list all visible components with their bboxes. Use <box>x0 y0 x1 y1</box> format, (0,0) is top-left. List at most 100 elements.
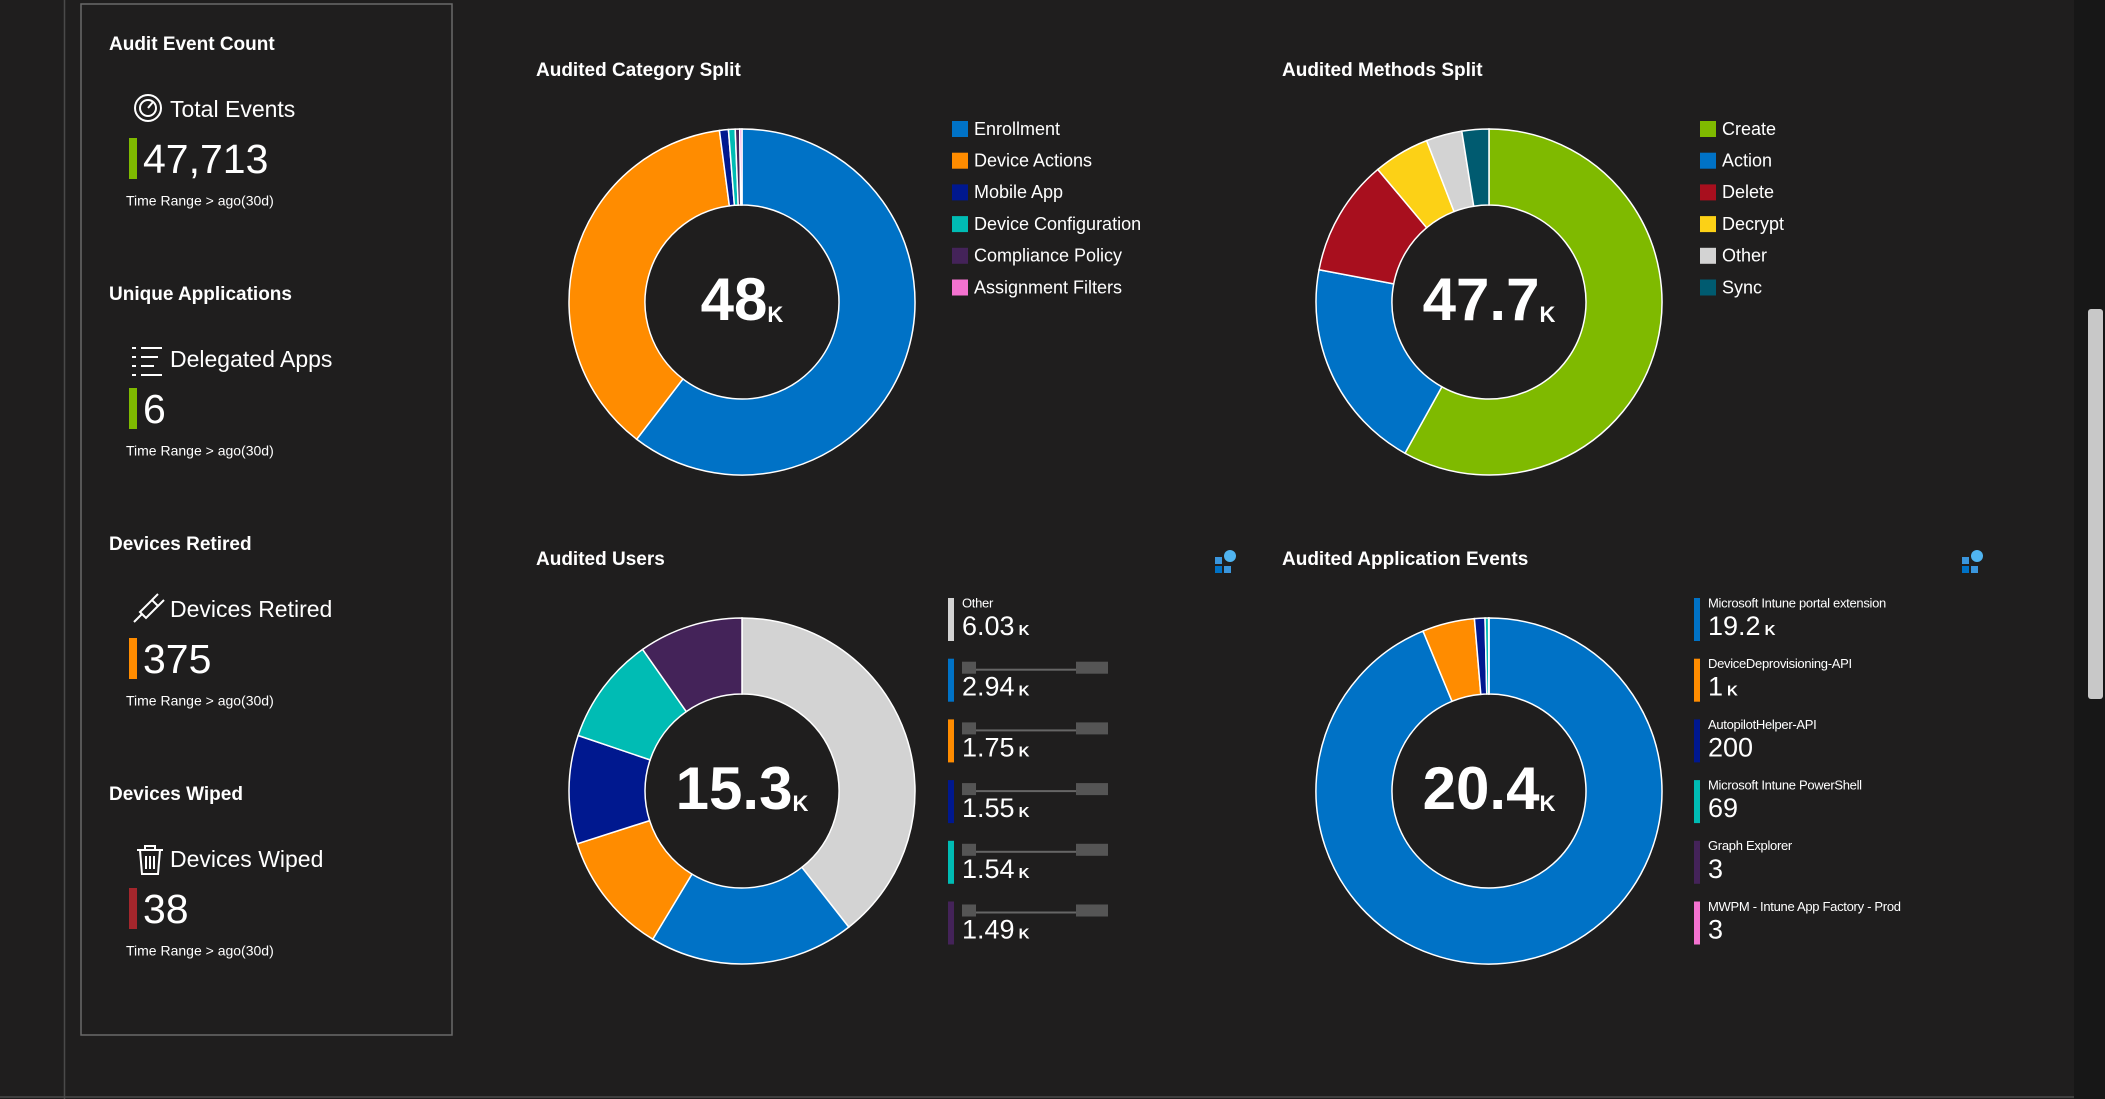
legend-bar <box>1694 658 1700 702</box>
legend-bar <box>1694 719 1700 763</box>
legend-value: 1.75 K <box>962 733 1030 763</box>
chart-insights-icon[interactable] <box>1215 550 1236 573</box>
legend-label: Mobile App <box>974 182 1063 202</box>
legend-swatch <box>1700 279 1716 296</box>
legend-bar <box>948 840 954 884</box>
donut-center-label: 47.7K <box>1423 266 1556 333</box>
legend-value: 3 <box>1708 915 1723 945</box>
legend-swatch <box>952 247 968 264</box>
legend-value-unit: K <box>1019 925 1030 942</box>
legend-value-number: 200 <box>1708 733 1753 763</box>
legend-label: Device Actions <box>974 150 1092 170</box>
legend-label: Compliance Policy <box>974 246 1122 266</box>
legend-label: Sync <box>1722 277 1762 297</box>
tile-range: Time Range > ago(30d) <box>126 193 274 209</box>
legend-swatch <box>952 279 968 296</box>
tile-range: Time Range > ago(30d) <box>126 443 274 459</box>
legend-value: 19.2 K <box>1708 611 1776 641</box>
legend-name: Other <box>962 595 994 610</box>
tile-heading: Devices Wiped <box>109 784 243 805</box>
donut-slice <box>741 617 916 929</box>
tile-heading: Devices Retired <box>109 534 252 555</box>
donut-slice <box>738 128 743 206</box>
legend-bar <box>948 719 954 763</box>
legend-value: 1.54 K <box>962 854 1030 884</box>
tile-label: Delegated Apps <box>170 346 332 372</box>
tile-value: 47,713 <box>143 136 268 182</box>
legend-label: Decrypt <box>1722 214 1784 234</box>
legend-value-unit: K <box>1019 622 1030 639</box>
center-value: 48 <box>701 266 768 333</box>
center-value: 15.3 <box>676 755 793 822</box>
legend-value: 69 <box>1708 793 1738 823</box>
redacted-name <box>1076 904 1108 917</box>
legend-name: AutopilotHelper-API <box>1708 717 1816 732</box>
donut-slice <box>1403 128 1663 476</box>
tile-heading: Audit Event Count <box>109 34 275 55</box>
donut-slice <box>641 617 743 713</box>
legend-bar <box>1694 780 1700 824</box>
donut-center-label: 20.4K <box>1423 755 1556 822</box>
legend-value-unit: K <box>1019 865 1030 882</box>
redacted-name <box>962 661 976 674</box>
tile-accent <box>129 888 137 929</box>
legend-label: Delete <box>1722 182 1774 202</box>
redacted-name <box>976 790 1076 793</box>
chart-title: Audited Category Split <box>536 60 741 81</box>
legend-value: 3 <box>1708 854 1723 884</box>
legend-bar <box>1694 598 1700 641</box>
legend-name: Microsoft Intune portal extension <box>1708 595 1886 610</box>
tiles-panel <box>80 3 453 1036</box>
legend-value: 2.94 K <box>962 672 1030 702</box>
legend-value-number: 3 <box>1708 854 1723 884</box>
legend-name: Graph Explorer <box>1708 838 1793 853</box>
donut-center-label: 48K <box>701 266 784 333</box>
legend-swatch <box>952 184 968 201</box>
chart-title: Audited Methods Split <box>1282 60 1483 81</box>
legend-swatch <box>952 216 968 233</box>
legend-value-number: 2.94 <box>962 672 1015 702</box>
legend-label: Assignment Filters <box>974 277 1122 297</box>
legend-value-number: 19.2 <box>1708 611 1761 641</box>
gauge-icon <box>134 94 162 122</box>
legend-value: 1.49 K <box>962 915 1030 945</box>
donut-slice <box>651 866 850 965</box>
redacted-name <box>976 850 1076 853</box>
legend-label: Action <box>1722 150 1772 170</box>
scrollbar-thumb[interactable] <box>2088 309 2103 699</box>
tile-label: Devices Wiped <box>170 846 323 872</box>
tile-range: Time Range > ago(30d) <box>126 943 274 959</box>
legend-value-unit: K <box>1019 743 1030 760</box>
redacted-name <box>1076 661 1108 674</box>
donut-center-label: 15.3K <box>676 755 809 822</box>
chart-insights-icon[interactable] <box>1962 550 1983 573</box>
tile-accent <box>129 388 137 429</box>
legend-value: 6.03 K <box>962 611 1030 641</box>
legend-value-number: 3 <box>1708 915 1723 945</box>
legend-name: Microsoft Intune PowerShell <box>1708 778 1862 793</box>
chart-title: Audited Users <box>536 549 665 570</box>
legend-swatch <box>1700 121 1716 137</box>
legend-value: 1.55 K <box>962 793 1030 823</box>
legend-value-number: 1.49 <box>962 915 1015 945</box>
redacted-name <box>976 729 1076 732</box>
list-icon <box>132 347 162 376</box>
donut-slice <box>1460 128 1490 208</box>
trash-icon <box>137 845 163 875</box>
legend-value-unit: K <box>1727 683 1738 700</box>
redacted-name <box>976 668 1076 671</box>
legend-name: DeviceDeprovisioning-API <box>1708 656 1852 671</box>
legend-swatch <box>1700 247 1716 264</box>
legend-swatch <box>1700 216 1716 233</box>
tile-value: 6 <box>143 386 166 432</box>
legend-value: 200 <box>1708 733 1753 763</box>
donut-slice <box>1315 617 1663 965</box>
tile-value: 38 <box>143 886 189 932</box>
donut-slice <box>635 128 916 476</box>
legend-value-unit: K <box>1019 683 1030 700</box>
legend-bar <box>948 658 954 702</box>
legend-value-number: 6.03 <box>962 611 1015 641</box>
